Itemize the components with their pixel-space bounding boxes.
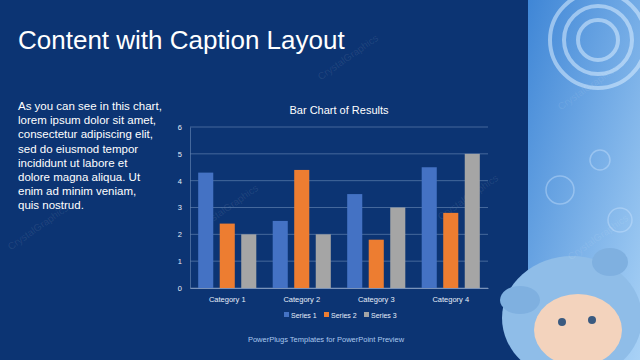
bar [273,221,288,288]
legend-swatch [364,312,369,317]
x-tick: Category 4 [432,288,469,304]
panel-ring [564,6,632,74]
caption-line: dolore magna aliqua. Ut [18,171,141,183]
bar [347,194,362,288]
y-tick-label: 5 [178,150,182,159]
y-axis-line [190,128,191,289]
legend: Series 1 Series 2 Series 3 [284,312,397,319]
legend-swatch [284,312,289,317]
legend-swatch [324,312,329,317]
x-axis-line [191,288,489,289]
legend-label: Series 1 [291,312,317,319]
bar [198,173,213,288]
series [241,154,480,288]
y-tick: 0 [178,284,190,293]
caption-line: enim ad minim veniam, [18,185,136,197]
series [220,170,459,288]
caption-line: As you can see in this chart, [18,100,162,112]
bar [241,234,256,288]
y-tick-label: 2 [178,230,182,239]
watermark: CrystalGraphics [566,212,631,262]
caption-line: consectetur adipiscing elit, [18,128,153,140]
caption-line: incididunt ut labore et [18,157,128,169]
grid-line [190,207,488,208]
grid [190,127,488,288]
y-axis: 0 1 2 3 4 5 6 [178,123,191,293]
face [534,294,622,360]
x-tick: Category 1 [209,288,246,304]
watermarks: CrystalGraphicsCrystalGraphicsCrystalGra… [6,32,631,262]
bar [422,167,437,288]
footer: PowerPlugs Templates for PowerPoint Prev… [248,335,405,344]
bar [316,234,331,288]
x-tick: Category 3 [358,288,395,304]
grid-line [190,127,488,128]
legend-label: Series 3 [371,312,397,319]
x-tick: Category 2 [283,288,320,304]
y-tick: 6 [178,123,190,132]
bar [294,170,309,288]
y-tick: 4 [178,177,190,186]
bar [390,208,405,289]
x-tick-label: Category 1 [209,295,246,304]
photo [500,248,640,360]
slide-title: Content with Caption Layout [18,25,345,55]
caption-line: sed do eiusmod tempor [18,143,138,155]
slide: CrystalGraphicsCrystalGraphicsCrystalGra… [0,0,640,360]
grid-line [190,153,488,154]
y-tick: 3 [178,203,190,212]
bars [198,154,480,288]
x-tick-label: Category 3 [358,295,395,304]
panel-flower [590,150,610,170]
chart: Bar Chart of Results0123456Category 1Cat… [178,104,489,319]
towel-ear [500,286,540,314]
bar [220,224,235,288]
legend-label: Series 2 [331,312,357,319]
panel-flower [546,176,574,204]
y-tick: 1 [178,257,190,266]
y-tick-label: 3 [178,203,182,212]
panel-ring [578,20,618,60]
eye [588,316,596,324]
y-tick: 2 [178,230,190,239]
x-axis: Category 1 Category 2 Category 3 Category 4 [191,288,489,304]
bar [369,240,384,288]
y-tick: 5 [178,150,190,159]
bar [443,213,458,288]
series [198,167,437,288]
caption: As you can see in this chart, lorem ipsum… [18,100,162,211]
eye [558,318,566,326]
caption-line: lorem ipsum dolor sit amet, [18,114,156,126]
x-tick-label: Category 2 [283,295,320,304]
bar [465,154,480,288]
caption-line: quis nostrud. [18,199,84,211]
towel-ear [592,248,628,276]
y-tick-label: 1 [178,257,182,266]
grid-line [190,180,488,181]
y-tick-label: 0 [178,284,182,293]
y-tick-label: 4 [178,177,182,186]
watermark: CrystalGraphics [556,62,621,112]
x-tick-label: Category 4 [432,295,469,304]
chart-title: Bar Chart of Results [289,104,389,116]
y-tick-label: 6 [178,123,182,132]
